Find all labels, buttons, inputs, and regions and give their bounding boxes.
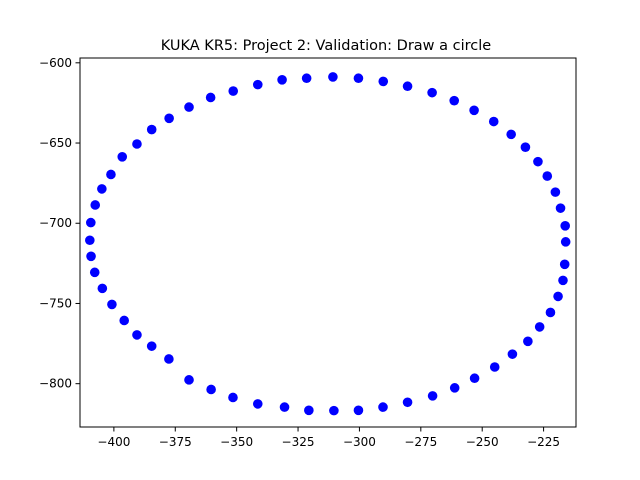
- x-axis-ticks: −400 −375 −350 −325 −300 −275 −250 −225: [97, 427, 560, 449]
- data-point: [301, 73, 312, 84]
- data-point: [206, 384, 216, 395]
- data-point: [146, 341, 157, 351]
- data-point: [86, 217, 96, 228]
- data-point: [559, 259, 570, 270]
- data-point: [506, 129, 516, 140]
- y-tick-label: −800: [39, 377, 72, 391]
- data-point: [542, 171, 553, 181]
- data-point: [117, 152, 128, 162]
- data-point: [164, 113, 174, 124]
- x-tick-label: −400: [97, 435, 130, 449]
- data-points: [85, 72, 571, 416]
- y-tick-label: −700: [39, 216, 72, 230]
- data-point: [184, 375, 194, 385]
- data-point: [378, 76, 389, 87]
- data-point: [469, 105, 479, 116]
- x-tick-label: −225: [527, 435, 560, 449]
- x-tick-label: −375: [159, 435, 192, 449]
- x-tick-label: −250: [466, 435, 499, 449]
- data-point: [304, 405, 314, 416]
- data-point: [86, 251, 96, 262]
- chart-title: KUKA KR5: Project 2: Validation: Draw a …: [161, 38, 491, 54]
- data-point: [89, 267, 100, 278]
- data-point: [252, 79, 263, 90]
- data-point: [449, 95, 460, 106]
- data-point: [90, 200, 101, 210]
- y-tick-label: −650: [39, 136, 72, 150]
- x-tick-label: −300: [343, 435, 376, 449]
- data-point: [469, 373, 480, 384]
- data-point: [119, 315, 129, 326]
- data-point: [328, 72, 338, 82]
- y-tick-label: −750: [39, 296, 72, 310]
- data-point: [146, 124, 157, 135]
- data-point: [427, 87, 437, 98]
- data-point: [427, 391, 438, 401]
- data-point: [85, 235, 95, 246]
- data-point: [107, 299, 117, 310]
- data-point: [560, 221, 570, 231]
- data-point: [560, 237, 571, 247]
- data-point: [402, 81, 413, 92]
- data-point: [507, 349, 518, 359]
- data-point: [97, 283, 108, 294]
- data-point: [378, 402, 388, 412]
- plot-frame: [79, 57, 577, 428]
- data-point: [402, 397, 413, 408]
- data-point: [164, 354, 174, 364]
- data-point: [558, 275, 568, 286]
- data-point: [520, 142, 531, 153]
- data-point: [329, 405, 339, 416]
- data-point: [488, 116, 499, 127]
- data-point: [533, 156, 543, 167]
- data-point: [489, 362, 500, 372]
- data-point: [534, 322, 545, 332]
- data-point: [132, 139, 142, 149]
- data-point: [184, 102, 194, 112]
- y-tick-label: −600: [39, 56, 72, 70]
- x-tick-label: −325: [282, 435, 315, 449]
- data-point: [277, 75, 287, 85]
- data-point: [97, 184, 107, 194]
- data-point: [228, 86, 239, 96]
- data-point: [553, 291, 563, 302]
- data-point: [132, 330, 142, 340]
- data-point: [205, 92, 216, 103]
- data-point: [523, 336, 533, 347]
- data-point: [353, 73, 364, 84]
- data-point: [550, 187, 561, 197]
- data-point: [555, 203, 566, 213]
- data-point: [449, 383, 460, 393]
- data-point: [279, 402, 290, 412]
- x-tick-label: −275: [404, 435, 437, 449]
- data-point: [252, 399, 263, 409]
- data-point: [353, 405, 364, 416]
- data-point: [106, 169, 116, 180]
- data-point: [228, 392, 238, 403]
- x-tick-label: −350: [220, 435, 253, 449]
- data-point: [545, 307, 556, 318]
- y-axis-ticks: −600 −650 −700 −750 −800: [39, 56, 80, 391]
